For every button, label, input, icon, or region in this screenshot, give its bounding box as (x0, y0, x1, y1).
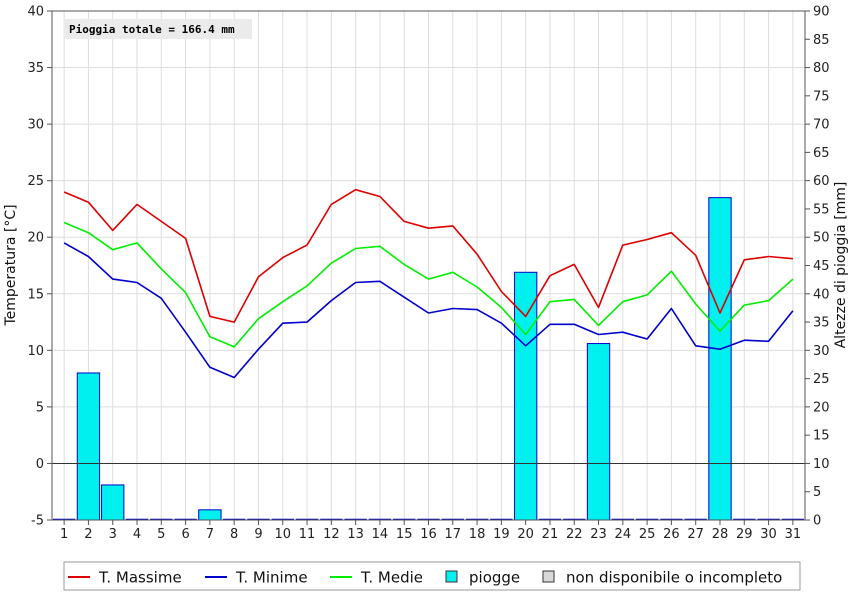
left-axis-title: Temperatura [°C] (3, 204, 19, 326)
x-tick-label: 28 (712, 527, 729, 542)
left-tick-label: 15 (27, 287, 44, 302)
rain-bar (101, 484, 125, 521)
right-tick-label: 80 (813, 61, 830, 76)
left-tick-label: 20 (27, 231, 44, 246)
legend-label: T. Minime (235, 569, 308, 587)
legend-label: piogge (469, 569, 520, 587)
x-tick-label: 9 (254, 527, 262, 542)
legend-item-rain: piogge (445, 569, 520, 587)
legend-swatch-box (542, 570, 555, 583)
temperature-lines (63, 188, 794, 379)
x-tick-label: 7 (206, 527, 214, 542)
x-tick-label: 30 (760, 527, 777, 542)
legend-label: T. Medie (360, 569, 423, 587)
right-tick-label: 25 (813, 372, 830, 387)
left-tick-label: 35 (27, 61, 44, 76)
legend-item-mean: T. Medie (330, 569, 423, 587)
legend-label: T. Massime (98, 569, 182, 587)
x-tick-label: 21 (542, 527, 559, 542)
right-tick-label: 55 (813, 202, 830, 217)
rain-bar (586, 343, 611, 521)
x-tick-label: 4 (133, 527, 141, 542)
legend-item-max: T. Massime (68, 569, 182, 587)
right-tick-label: 5 (813, 485, 821, 500)
mean-temperature-line (63, 221, 794, 348)
right-tick-label: 35 (813, 316, 830, 331)
x-tick-label: 25 (639, 527, 656, 542)
left-axis-ticks: -5 0 5 10 15 20 25 30 35 40 (27, 5, 52, 529)
legend: T. Massime T. Minime T. Medie piogge non dis… (63, 561, 801, 591)
x-tick-label: 15 (396, 527, 413, 542)
x-tick-label: 10 (274, 527, 291, 542)
x-axis-ticks: 1 2 3 4 5 6 7 8 9 10 11 12 13 14 15 16 17 18 19 20 21 22 23 24 2… (60, 520, 801, 542)
x-tick-label: 13 (347, 527, 364, 542)
legend-item-min: T. Minime (205, 569, 308, 587)
right-tick-label: 65 (813, 146, 830, 161)
right-axis-title: Altezze di pioggia [mm] (833, 182, 849, 349)
rain-bars (52, 197, 805, 521)
left-tick-label: 10 (27, 344, 44, 359)
left-tick-label: 0 (36, 457, 44, 472)
min-temperature-line (63, 242, 794, 379)
x-tick-label: 8 (230, 527, 238, 542)
right-tick-label: 60 (813, 174, 830, 189)
x-tick-label: 26 (663, 527, 680, 542)
right-tick-label: 10 (813, 457, 830, 472)
right-tick-label: 85 (813, 33, 830, 48)
total-rain-annotation: Pioggia totale = 166.4 mm (64, 19, 252, 39)
rain-bar (76, 372, 101, 521)
legend-item-missing: non disponibile o incompleto (542, 569, 782, 587)
left-tick-label: 25 (27, 174, 44, 189)
x-tick-label: 22 (566, 527, 583, 542)
x-tick-label: 16 (420, 527, 437, 542)
x-tick-label: 12 (323, 527, 340, 542)
x-tick-label: 17 (445, 527, 462, 542)
x-tick-label: 27 (687, 527, 704, 542)
x-tick-label: 2 (84, 527, 92, 542)
right-tick-label: 15 (813, 429, 830, 444)
x-tick-label: 1 (60, 527, 68, 542)
right-tick-label: 50 (813, 231, 830, 246)
left-tick-label: 40 (27, 5, 44, 20)
right-tick-label: 75 (813, 89, 830, 104)
right-axis-ticks: 0 5 10 15 20 25 30 35 40 45 50 55 60 65 70 75 80 85 90 (805, 5, 830, 529)
x-tick-label: 11 (299, 527, 316, 542)
right-tick-label: 20 (813, 400, 830, 415)
left-tick-label: -5 (31, 514, 44, 529)
right-tick-label: 0 (813, 514, 821, 529)
legend-box (63, 561, 801, 591)
max-temperature-line (63, 188, 793, 323)
rain-bar (708, 197, 732, 521)
x-tick-label: 24 (615, 527, 632, 542)
right-tick-label: 90 (813, 5, 830, 20)
left-tick-label: 30 (27, 118, 44, 133)
x-tick-label: 23 (590, 527, 607, 542)
x-tick-label: 29 (736, 527, 753, 542)
rain-bar (198, 509, 222, 521)
x-tick-label: 18 (469, 527, 486, 542)
left-tick-label: 5 (36, 400, 44, 415)
right-tick-label: 45 (813, 259, 830, 274)
legend-label: non disponibile o incompleto (566, 569, 782, 587)
x-tick-label: 14 (372, 527, 389, 542)
right-tick-label: 40 (813, 287, 830, 302)
x-tick-label: 19 (493, 527, 510, 542)
annotation-box (64, 19, 252, 39)
x-tick-label: 6 (181, 527, 189, 542)
x-tick-label: 31 (785, 527, 802, 542)
x-tick-label: 3 (109, 527, 117, 542)
legend-swatch-box (445, 570, 458, 583)
x-tick-label: 20 (517, 527, 534, 542)
x-tick-label: 5 (157, 527, 165, 542)
right-tick-label: 30 (813, 344, 830, 359)
right-tick-label: 70 (813, 118, 830, 133)
annotation-text: Pioggia totale = 166.4 mm (69, 23, 235, 36)
